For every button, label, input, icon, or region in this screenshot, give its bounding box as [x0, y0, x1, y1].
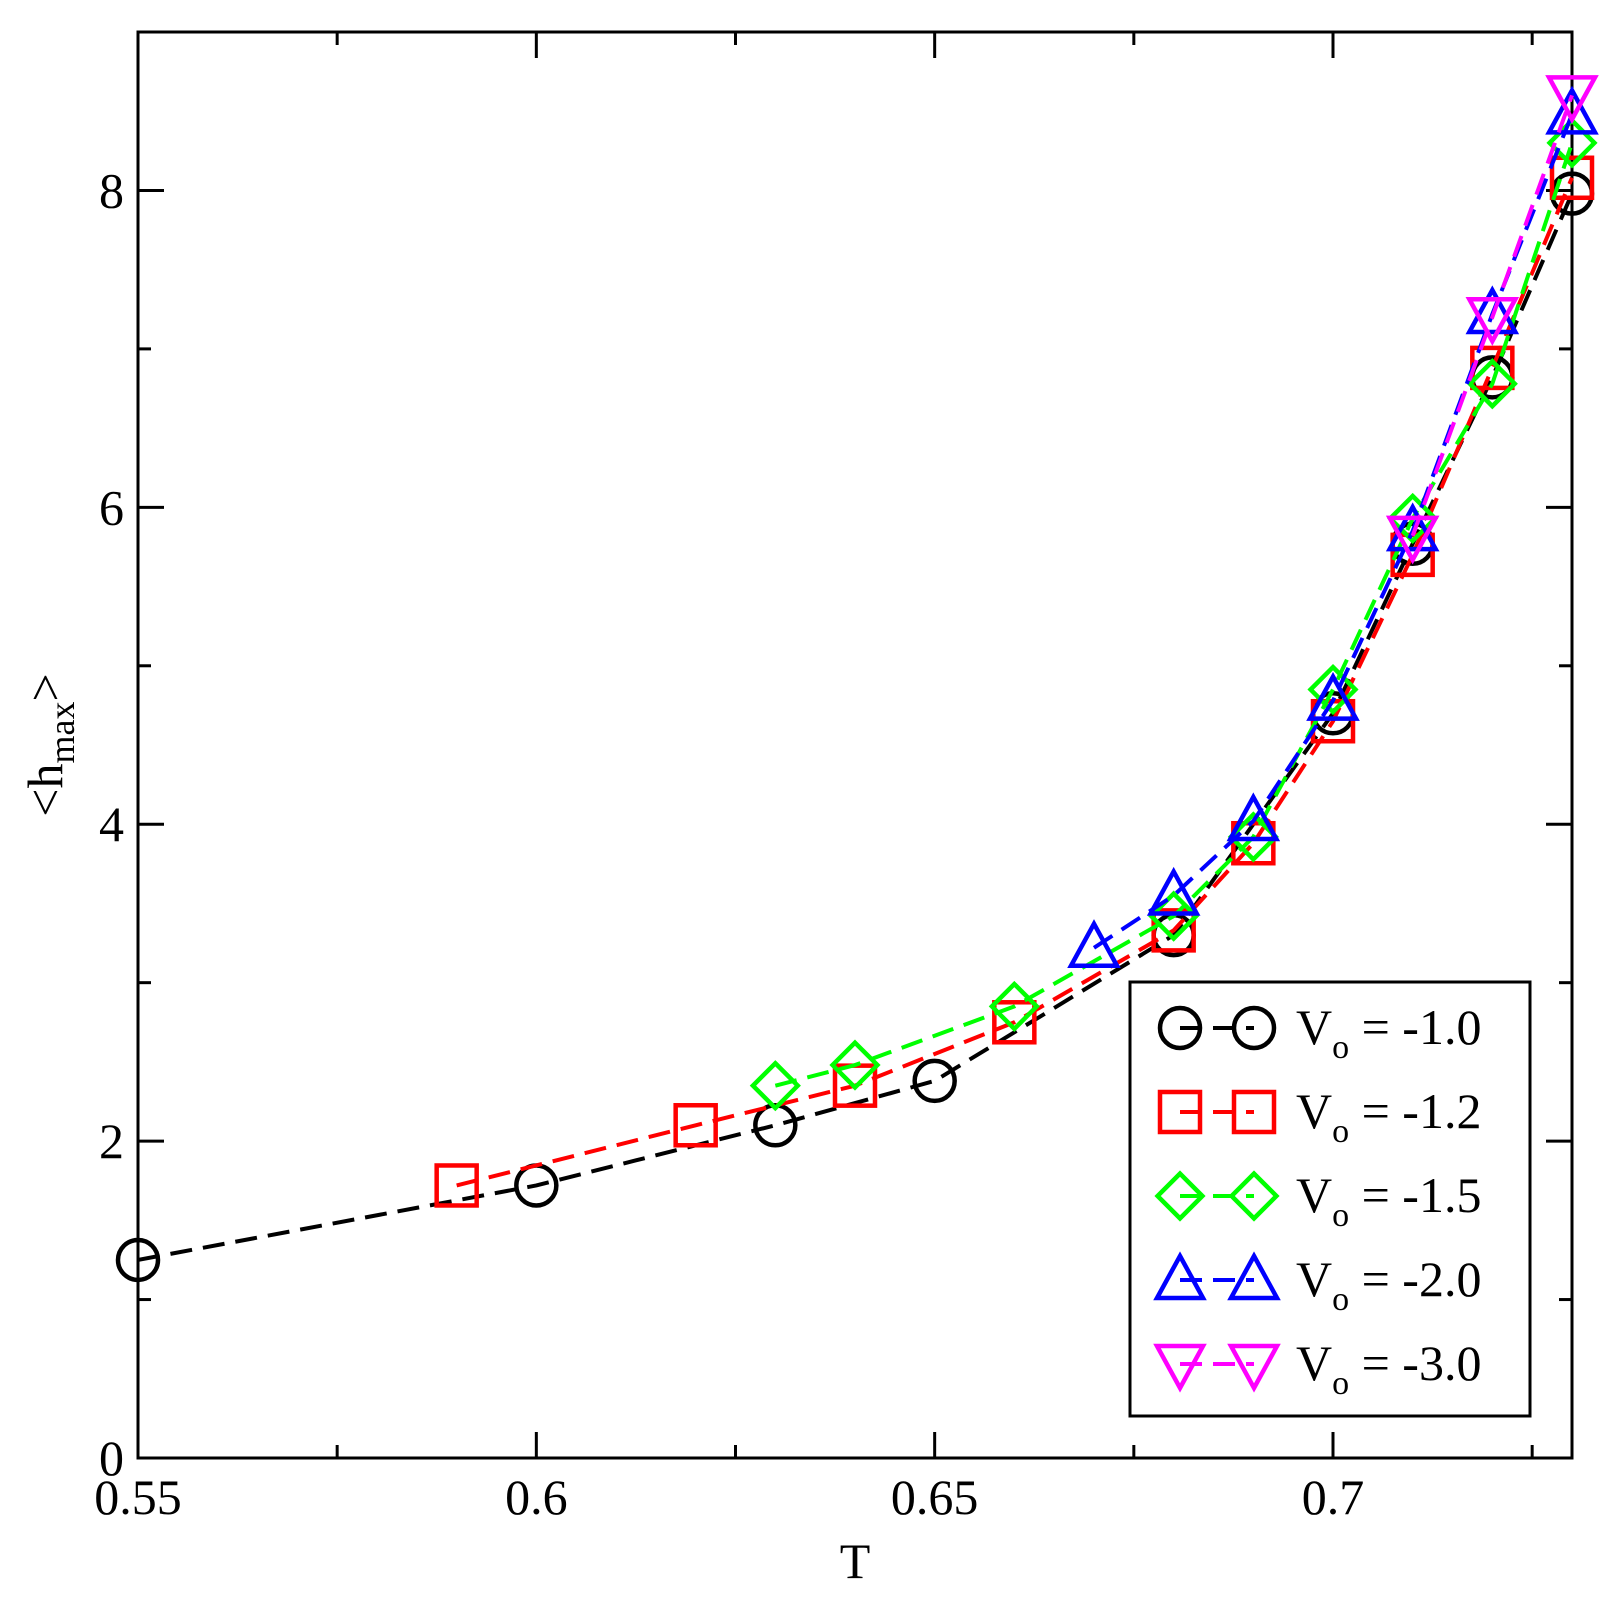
legend-label-rest: = -1.5 [1349, 1167, 1481, 1223]
legend-entry: Vo = -1.5 [1154, 1167, 1481, 1234]
legend-entry: Vo = -2.0 [1153, 1251, 1481, 1318]
series-line [1410, 94, 1574, 537]
axis-ticks [136, 32, 1572, 1460]
data-point [673, 1103, 718, 1148]
legend-label: Vo = -3.0 [1296, 1335, 1481, 1402]
series-layer [115, 75, 1599, 1283]
legend-marker [1231, 1089, 1277, 1135]
data-point [1226, 792, 1281, 842]
legend-label-main: V [1296, 1335, 1332, 1391]
data-point [749, 1060, 801, 1112]
legend-label-sub: o [1332, 1281, 1349, 1318]
legend-entry: Vo = -1.2 [1157, 1083, 1481, 1150]
data-point [1546, 117, 1598, 169]
data-point [1385, 502, 1440, 552]
x-tick-label: 0.6 [505, 1469, 568, 1525]
plot-area [136, 30, 1574, 1460]
series-2 [749, 117, 1598, 1112]
legend-label-rest: = -1.2 [1349, 1083, 1481, 1139]
legend-label-sub: o [1332, 1029, 1349, 1066]
legend-label-sub: o [1332, 1365, 1349, 1402]
legend-marker [1228, 1170, 1280, 1222]
legend-marker [1227, 1251, 1281, 1301]
y-tick-label: 0 [99, 1430, 124, 1486]
legend-label-rest: = -2.0 [1349, 1251, 1481, 1307]
data-point [1227, 811, 1279, 863]
legend-label-rest: = -1.0 [1349, 999, 1481, 1055]
legend-label-main: V [1296, 1251, 1332, 1307]
svg-text:<hmax>: <hmax> [17, 673, 82, 816]
y-tick-label: 4 [99, 796, 124, 852]
series-4 [1385, 75, 1599, 565]
data-point [992, 1000, 1037, 1045]
data-point [1146, 866, 1201, 916]
series-line [1092, 113, 1574, 950]
x-tick-label: 0.65 [891, 1469, 979, 1525]
series-line [137, 192, 1574, 1262]
legend-label-main: V [1296, 999, 1332, 1055]
data-point [753, 1103, 798, 1148]
legend-entry: Vo = -1.0 [1157, 999, 1481, 1066]
plot-frame [136, 30, 1574, 1460]
x-tick-label: 0.7 [1302, 1469, 1365, 1525]
series-line [456, 176, 1574, 1188]
data-point [1466, 358, 1518, 410]
data-point [434, 1163, 479, 1208]
data-point [1307, 663, 1359, 716]
legend: Vo = -1.0Vo = -1.2Vo = -1.5Vo = -2.0Vo =… [1128, 980, 1532, 1418]
legend-marker [1157, 1089, 1203, 1135]
y-axis-label-sub: max [42, 702, 82, 764]
data-point [1148, 890, 1200, 942]
data-point [912, 1058, 957, 1104]
legend-marker [1157, 1005, 1203, 1051]
series-3 [1067, 85, 1599, 969]
legend-label-main: V [1296, 1083, 1332, 1139]
legend-marker [1153, 1251, 1207, 1301]
y-tick-label: 2 [99, 1113, 124, 1169]
legend-label: Vo = -1.2 [1296, 1083, 1481, 1150]
legend-entry: Vo = -3.0 [1153, 1335, 1481, 1402]
data-point [1545, 85, 1599, 135]
y-axis-label-main: <h [17, 763, 73, 816]
legend-label-sub: o [1332, 1197, 1349, 1234]
data-point [1306, 671, 1360, 721]
data-point [1385, 515, 1440, 565]
data-point [1465, 285, 1520, 335]
legend-label-main: V [1296, 1167, 1332, 1223]
data-point [829, 1039, 881, 1091]
data-point [1545, 75, 1599, 125]
data-point [1465, 296, 1520, 346]
data-point [1549, 155, 1595, 201]
y-tick-label: 8 [99, 162, 124, 218]
series-line [774, 142, 1574, 1088]
legend-label: Vo = -1.0 [1296, 999, 1481, 1066]
axis-tick-labels: 0.55 0.6 0.65 0.7 0 2 4 6 8 [94, 162, 1364, 1525]
legend-label: Vo = -2.0 [1296, 1251, 1481, 1318]
data-point [1067, 919, 1121, 969]
data-point [115, 1237, 161, 1283]
y-axis-label-close: > [17, 673, 73, 701]
y-tick-label: 6 [99, 479, 124, 535]
x-axis-label: T [840, 1533, 871, 1589]
y-axis-label: <hmax> [17, 673, 82, 816]
data-point [1151, 908, 1196, 953]
data-point [988, 980, 1040, 1033]
x-tick-label: 0.55 [94, 1469, 182, 1525]
legend-label-sub: o [1332, 1113, 1349, 1150]
legend-marker [1153, 1343, 1207, 1393]
legend-label-rest: = -3.0 [1349, 1335, 1481, 1391]
legend-marker [1231, 1005, 1277, 1051]
legend-marker [1227, 1343, 1281, 1393]
legend-marker [1154, 1170, 1206, 1222]
data-point [1387, 492, 1439, 545]
legend-label: Vo = -1.5 [1296, 1167, 1481, 1234]
